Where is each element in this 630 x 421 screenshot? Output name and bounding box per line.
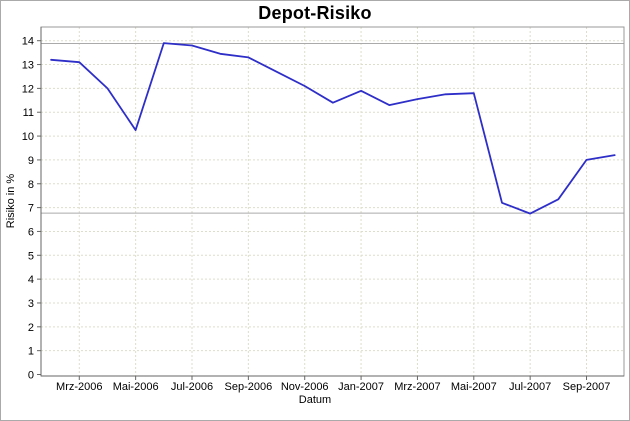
svg-text:10: 10 (22, 131, 34, 143)
svg-text:Sep-2006: Sep-2006 (225, 381, 273, 393)
svg-text:1: 1 (28, 346, 34, 358)
svg-text:14: 14 (22, 36, 34, 48)
svg-text:Nov-2006: Nov-2006 (281, 381, 329, 393)
svg-text:12: 12 (22, 83, 34, 95)
gridlines (41, 27, 624, 376)
svg-text:2: 2 (28, 322, 34, 334)
chart-title: Depot-Risiko (258, 3, 372, 23)
x-axis-title: Datum (298, 394, 332, 406)
x-axis-ticks: Mrz-2006 Mai-2006 Jul-2006 Sep-2006 Nov-2006… (56, 376, 610, 393)
svg-text:Mrz-2006: Mrz-2006 (56, 381, 102, 393)
svg-text:0: 0 (28, 370, 34, 382)
svg-text:Jan-2007: Jan-2007 (338, 381, 384, 393)
svg-text:9: 9 (28, 155, 34, 167)
risk-series-line (50, 42, 616, 215)
svg-text:Mai-2006: Mai-2006 (113, 381, 159, 393)
min-max-marker-lines (41, 43, 624, 214)
svg-text:6: 6 (28, 226, 34, 238)
svg-text:7: 7 (28, 203, 34, 215)
svg-text:Jul-2007: Jul-2007 (509, 381, 551, 393)
svg-text:Jul-2006: Jul-2006 (171, 381, 213, 393)
svg-text:5: 5 (28, 250, 34, 262)
svg-text:8: 8 (28, 179, 34, 191)
svg-text:3: 3 (28, 298, 34, 310)
svg-text:4: 4 (28, 274, 34, 286)
svg-text:13: 13 (22, 60, 34, 72)
svg-text:Sep-2007: Sep-2007 (563, 381, 611, 393)
plot-border (40, 26, 625, 377)
svg-text:Mai-2007: Mai-2007 (451, 381, 497, 393)
svg-text:11: 11 (23, 107, 34, 119)
svg-text:Mrz-2007: Mrz-2007 (394, 381, 440, 393)
